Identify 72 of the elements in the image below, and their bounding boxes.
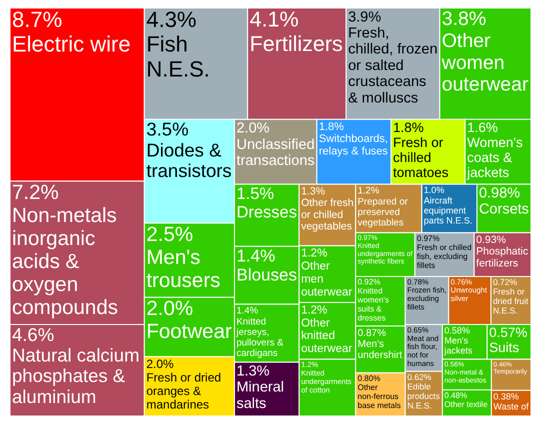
data-label: 3.5% [146, 118, 189, 140]
category-label: Non-metals inorganic acids & oxygen compounds [12, 204, 118, 319]
category-label: Phosphatic fertilizers [476, 246, 528, 270]
category-label: Other women outerwear [440, 30, 529, 96]
category-label: Suits [489, 340, 520, 356]
category-label: Switchboards, relays & fuses [318, 133, 388, 158]
category-label: Fresh or dried oranges & mandarines [146, 370, 222, 412]
category-label: Edible products N.E.S. [407, 381, 440, 411]
data-label: 1.2% [301, 248, 328, 260]
category-label: Mineral salts [236, 380, 284, 412]
data-label: 2.0% [146, 297, 194, 320]
data-label: 0.48% [444, 391, 468, 400]
category-label: Corsets [478, 202, 529, 218]
data-label: 1.2% [301, 304, 328, 316]
data-label: 3.9% [348, 9, 382, 26]
category-label: Other fresh or chilled vegetables [301, 197, 354, 233]
category-label: Men's undershirt [358, 339, 402, 362]
data-label: 0.57% [489, 325, 528, 340]
data-label: 7.2% [12, 181, 59, 204]
data-label: 0.92% [358, 278, 380, 287]
data-label: 0.80% [358, 374, 380, 384]
data-label: 3.8% [442, 8, 486, 30]
data-label: 1.4% [236, 246, 276, 266]
data-label: 0.87% [358, 328, 386, 339]
category-label: Blouses [236, 266, 297, 285]
category-label: Diodes & transistors [146, 139, 232, 182]
data-label: 0.72% [492, 277, 518, 288]
data-label: 1.8% [318, 120, 344, 133]
category-label: Knitted jerseys, pullovers & cardigans [235, 316, 284, 360]
data-label: 1.4% [236, 306, 259, 317]
data-label: 0.93% [476, 234, 506, 246]
data-label: 4.1% [250, 8, 299, 32]
category-label: Unclassified transactions [236, 136, 315, 170]
category-label: Fresh, chilled, frozen or salted crustaceans & molluscs [348, 25, 438, 106]
data-label: 8.7% [12, 7, 62, 32]
category-label: Natural calcium phosphates & aluminium [12, 344, 140, 407]
data-label: 0.38% [493, 391, 519, 402]
category-label: Waste of [493, 401, 530, 412]
data-label: 0.62% [407, 372, 432, 382]
category-label: Footwear [146, 320, 232, 344]
category-label: Knitted women's suits & dresses [356, 286, 389, 323]
category-label: Dresses [236, 204, 297, 222]
category-label: Other textile [444, 400, 488, 409]
category-label: Aircraft equipment parts N.E.S. [424, 195, 472, 226]
category-label: Other men outerwear [301, 260, 352, 298]
category-label: Men's jackets [443, 336, 473, 356]
category-label: Other knitted outerwear [301, 317, 352, 356]
data-label: 1.0% [424, 185, 444, 196]
category-label: Fresh or dried fruit N.E.S. [492, 286, 530, 316]
data-label: 4.6% [12, 324, 54, 345]
category-label: Fresh or chilled tomatoes [392, 134, 449, 180]
data-label: 0.58% [444, 326, 470, 336]
category-label: Fish N.E.S. [146, 32, 210, 82]
category-label: Women's coats & jackets [466, 134, 523, 180]
data-label: 1.8% [392, 120, 424, 135]
data-label: 4.3% [146, 7, 196, 32]
category-label: Other non-ferrous base metals [358, 383, 401, 410]
data-label: 0.97% [416, 234, 440, 243]
category-label: Fresh or chilled fish, excluding fillets [416, 242, 472, 270]
data-label: 1.3% [301, 185, 326, 198]
data-label: 1.5% [236, 185, 274, 204]
category-label: Prepared or preserved vegetables [358, 196, 408, 229]
category-label: Men's trousers [146, 246, 220, 292]
data-label: 0.98% [478, 186, 520, 202]
data-label: 1.2% [358, 186, 380, 197]
data-label: 2.0% [236, 120, 270, 137]
data-label: 1.3% [236, 363, 270, 380]
category-label: Fertilizers [250, 32, 343, 56]
data-label: 2.5% [146, 223, 194, 246]
data-label: 1.6% [467, 120, 498, 135]
data-label: 2.0% [146, 356, 174, 371]
category-label: Electric wire [12, 32, 131, 57]
